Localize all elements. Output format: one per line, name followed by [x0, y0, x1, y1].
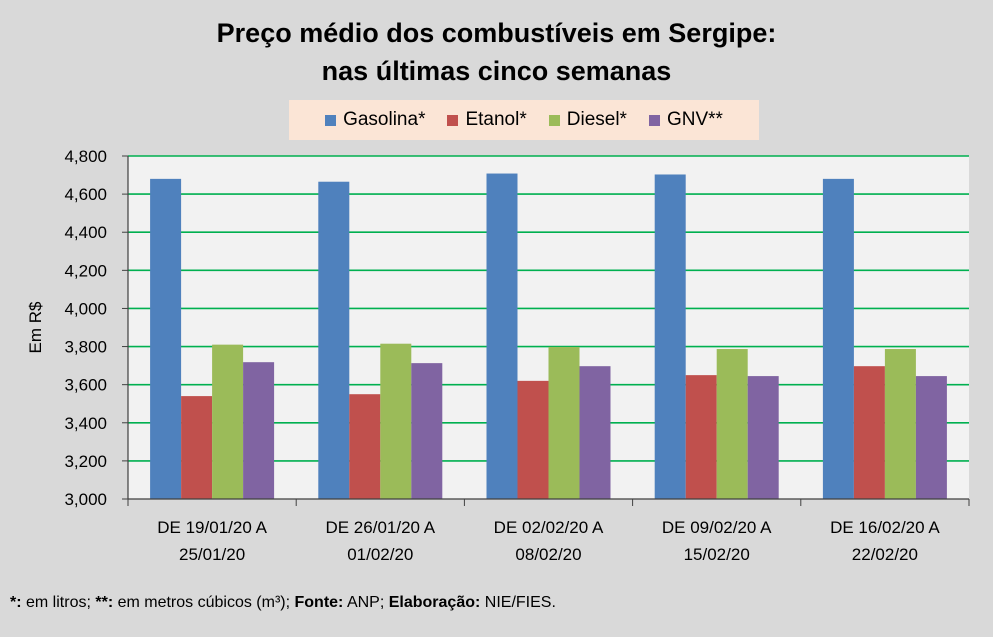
bar-diesel: [212, 344, 244, 499]
legend-item-etanol: Etanol*: [447, 109, 527, 131]
footnote-part-5: Fonte:: [294, 594, 344, 611]
bar-etanol: [349, 394, 381, 499]
footnote-part-7: Elaboração:: [388, 594, 481, 611]
x-tick-label: 22/02/20: [852, 545, 918, 564]
x-tick-labels: DE 19/01/20 A 25/01/20 DE 26/01/20 A 01/02/…: [157, 518, 940, 564]
y-tick-label: 3,600: [64, 376, 107, 395]
y-tick-label: 4,000: [64, 299, 107, 318]
y-tick-label: 4,200: [64, 261, 107, 280]
legend-item-gasolina: Gasolina*: [325, 109, 425, 131]
axes: [122, 155, 970, 506]
x-tick-label: DE 02/02/20 A: [494, 518, 604, 537]
bar-gnv: [243, 362, 275, 499]
chart-title-line-1: Preço médio dos combustíveis em Sergipe:: [216, 18, 777, 48]
bar-diesel: [380, 343, 412, 499]
bar-etanol: [685, 375, 717, 499]
chart-title-line-2: nas últimas cinco semanas: [321, 56, 672, 86]
bar-etanol: [853, 366, 885, 499]
chart-title: Preço médio dos combustíveis em Sergipe:…: [0, 14, 993, 90]
x-tick-label: 25/01/20: [179, 545, 245, 564]
legend-swatch-gnv: [648, 114, 660, 126]
x-tick-label: 01/02/20: [347, 545, 413, 564]
bar-etanol: [181, 396, 213, 499]
y-tick-label: 3,200: [64, 452, 107, 471]
x-tick-label: 08/02/20: [515, 545, 581, 564]
footnote: *: em litros; **: em metros cúbicos (m³)…: [10, 594, 556, 612]
legend-label-gasolina: Gasolina*: [343, 109, 426, 130]
bar-gnv: [747, 376, 779, 499]
chart-legend: Gasolina* Etanol* Diesel* GNV**: [289, 100, 759, 140]
bar-gasolina: [822, 178, 854, 499]
x-tick-label: DE 09/02/20 A: [662, 518, 772, 537]
legend-label-gnv: GNV**: [666, 109, 723, 130]
y-tick-label: 4,600: [64, 185, 107, 204]
legend-swatch-gasolina: [325, 114, 337, 126]
y-tick-label: 4,400: [64, 223, 107, 242]
y-tick-label: 3,400: [64, 414, 107, 433]
legend-label-etanol: Etanol*: [465, 109, 527, 130]
bar-diesel: [884, 349, 916, 499]
footnote-part-4: em metros cúbicos (m³);: [113, 594, 295, 611]
bars: [150, 173, 947, 499]
bar-gnv: [915, 376, 947, 499]
footnote-part-1: *:: [10, 594, 22, 611]
bar-gnv: [411, 363, 443, 499]
bar-diesel: [716, 349, 748, 499]
legend-swatch-etanol: [447, 114, 459, 126]
x-tick-label: DE 16/02/20 A: [830, 518, 940, 537]
bar-gasolina: [318, 181, 350, 499]
y-tick-label: 4,800: [64, 147, 107, 166]
bar-gasolina: [654, 174, 686, 499]
legend-label-diesel: Diesel*: [566, 109, 627, 130]
legend-item-diesel: Diesel*: [548, 109, 627, 131]
footnote-part-2: em litros;: [21, 594, 96, 611]
legend-item-gnv: GNV**: [648, 109, 723, 131]
footnote-part-3: **:: [95, 594, 114, 611]
x-tick-label: 15/02/20: [684, 545, 750, 564]
bar-gnv: [579, 366, 611, 499]
x-tick-label: DE 26/01/20 A: [325, 518, 435, 537]
y-tick-label: 3,000: [64, 490, 107, 509]
bar-diesel: [548, 346, 580, 499]
bar-gasolina: [150, 178, 182, 499]
x-tick-label: DE 19/01/20 A: [157, 518, 267, 537]
y-tick-labels: 3,000 3,200 3,400 3,600 3,800 4,000 4,200 4,400…: [64, 147, 107, 509]
y-tick-label: 3,800: [64, 338, 107, 357]
legend-swatch-diesel: [548, 114, 560, 126]
footnote-part-6: ANP;: [343, 594, 389, 611]
bar-gasolina: [486, 173, 518, 499]
y-axis-label: Em R$: [26, 301, 45, 354]
bar-etanol: [517, 380, 549, 499]
footnote-part-8: NIE/FIES.: [480, 594, 556, 611]
